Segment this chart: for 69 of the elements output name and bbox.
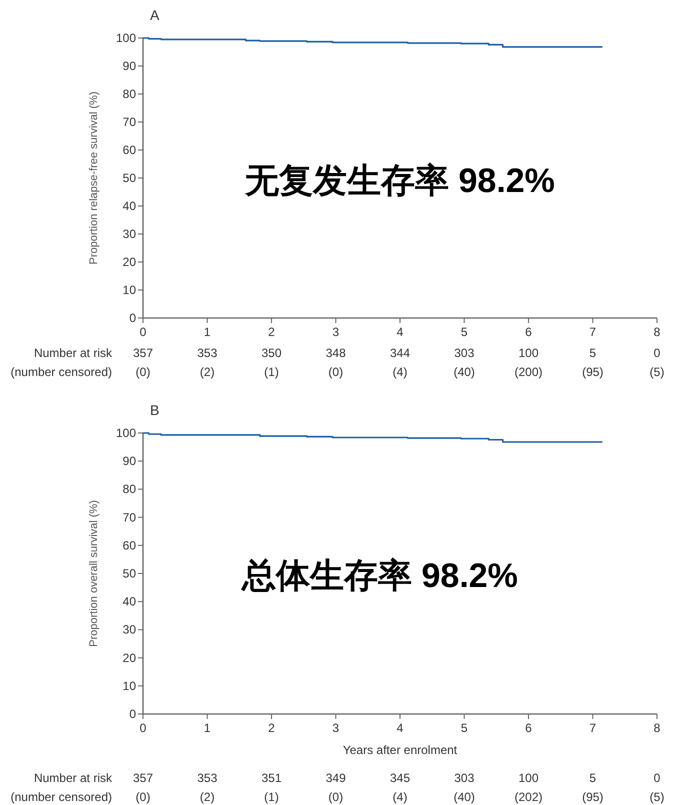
y-tick-label: 80 xyxy=(122,482,136,496)
chart-title: A xyxy=(150,7,160,23)
text: 0 (5) xyxy=(650,346,664,379)
text: 350 (1) xyxy=(261,346,282,379)
x-tick-label: 8 xyxy=(654,325,661,339)
y-tick-label: 30 xyxy=(122,227,136,241)
x-tick-label: 6 xyxy=(525,721,532,735)
text: 348 (0) xyxy=(326,346,346,379)
text: 353 (2) xyxy=(197,346,218,379)
text: 357 (0) xyxy=(132,346,154,379)
text: 344 (4) xyxy=(390,346,410,379)
x-tick-label: 0 xyxy=(140,325,147,339)
x-tick-label: 6 xyxy=(525,325,532,339)
text: 303 (40) xyxy=(454,771,475,804)
y-tick-label: 70 xyxy=(122,510,136,524)
x-tick-label: 1 xyxy=(204,721,211,735)
x-tick-label: 2 xyxy=(268,721,276,735)
y-tick-label: 10 xyxy=(122,283,136,297)
text: 0 (5) xyxy=(650,771,664,804)
x-tick-label: 5 xyxy=(460,721,468,735)
y-tick-label: 90 xyxy=(122,454,136,468)
chart-title: B xyxy=(150,402,160,418)
y-tick-label: 10 xyxy=(122,678,136,693)
y-tick-label: 20 xyxy=(122,255,136,269)
x-tick-label: 4 xyxy=(396,721,404,735)
y-tick-label: 80 xyxy=(122,87,136,101)
y-tick-label: 30 xyxy=(122,622,136,637)
text: 357 (0) xyxy=(132,771,154,804)
text: 100 (200) xyxy=(514,346,543,379)
y-tick-label: 40 xyxy=(122,199,136,213)
text: 353 (2) xyxy=(197,771,218,804)
y-tick-label: 70 xyxy=(122,115,136,129)
y-tick-label: 40 xyxy=(122,594,136,609)
x-tick-label: 7 xyxy=(589,721,596,735)
x-tick-label: 4 xyxy=(396,325,404,339)
y-tick-label: 50 xyxy=(122,566,136,580)
x-tick-label: 1 xyxy=(204,325,211,339)
x-axis-title: Years after enrolment xyxy=(342,743,458,757)
x-tick-label: 0 xyxy=(140,721,147,735)
text: 5 (95) xyxy=(582,771,604,804)
text: Number at risk xyxy=(34,346,113,360)
text: 351 (1) xyxy=(261,771,282,804)
annotation: 总体生存率 98.2% xyxy=(240,557,518,595)
y-tick-label: 0 xyxy=(129,707,136,721)
x-tick-label: 7 xyxy=(589,325,596,339)
text: 303 (40) xyxy=(454,346,475,379)
text: (number censored) xyxy=(10,790,112,804)
text: 100 (202) xyxy=(514,771,543,804)
y-axis-title: Proportion overall survival (%) xyxy=(88,500,100,647)
annotation: 无复发生存率 98.2% xyxy=(244,162,555,200)
text: Number at risk xyxy=(34,771,113,785)
x-tick-label: 2 xyxy=(268,325,276,339)
text: 345 (4) xyxy=(390,771,410,804)
y-tick-label: 0 xyxy=(129,311,136,325)
y-tick-label: 100 xyxy=(116,426,136,440)
x-tick-label: 3 xyxy=(332,721,340,735)
y-axis-title: Proportion relapse-free survival (%) xyxy=(88,91,100,265)
text: 349 (0) xyxy=(326,771,346,804)
x-tick-label: 5 xyxy=(460,325,468,339)
text: (number censored) xyxy=(10,365,112,379)
x-tick-label: 3 xyxy=(332,325,340,339)
y-tick-label: 60 xyxy=(122,143,136,157)
y-tick-label: 60 xyxy=(122,538,136,552)
x-tick-label: 8 xyxy=(654,721,661,735)
text: 5 (95) xyxy=(582,346,604,379)
y-tick-label: 50 xyxy=(122,171,136,185)
y-tick-label: 100 xyxy=(116,31,136,45)
y-tick-label: 90 xyxy=(122,59,136,73)
y-tick-label: 20 xyxy=(122,650,136,665)
